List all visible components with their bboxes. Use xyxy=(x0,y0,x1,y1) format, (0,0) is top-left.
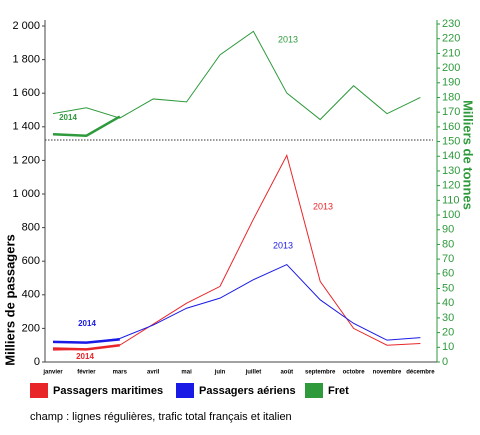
y2-tick-label: 180 xyxy=(442,91,460,103)
y-tick-label: 1 400 xyxy=(12,121,40,133)
y2-tick-label: 120 xyxy=(442,180,460,192)
x-tick-label: janvier xyxy=(42,370,63,376)
legend-label: Fret xyxy=(328,385,349,397)
y2-tick-label: 30 xyxy=(442,312,454,324)
line-label: 2013 xyxy=(313,201,333,211)
y-tick-label: 1 200 xyxy=(12,154,40,166)
y2-tick-label: 130 xyxy=(442,165,460,177)
x-tick-label: décembre xyxy=(406,370,435,376)
y-axis-title: Milliers de passagers xyxy=(2,234,17,366)
line-label: 2014 xyxy=(59,113,77,122)
y2-tick-label: 70 xyxy=(442,253,454,265)
y-tick-label: 0 xyxy=(34,356,40,368)
y2-tick-label: 90 xyxy=(442,224,454,236)
y2-tick-label: 140 xyxy=(442,150,460,162)
y2-tick-label: 80 xyxy=(442,238,454,250)
line-label: 2014 xyxy=(76,352,94,361)
line xyxy=(52,338,120,344)
x-tick-label: septembre xyxy=(305,370,336,376)
legend-swatch xyxy=(176,383,194,398)
y2-tick-label: 50 xyxy=(442,282,454,294)
line xyxy=(52,115,121,137)
y2-tick-label: 230 xyxy=(442,18,460,30)
y2-tick-label: 170 xyxy=(442,106,460,118)
line xyxy=(52,153,421,351)
y-tick-label: 1 600 xyxy=(12,87,40,99)
line-label: 2013 xyxy=(278,34,298,44)
y2-tick-label: 40 xyxy=(442,297,454,309)
x-tick-label: juillet xyxy=(245,370,262,376)
y2-axis-title: Milliers de tonnes xyxy=(461,100,476,210)
y-tick-label: 600 xyxy=(22,255,40,267)
y2-tick-label: 60 xyxy=(442,268,454,280)
y2-tick-label: 110 xyxy=(442,194,460,206)
legend-label: Passagers aériens xyxy=(199,385,296,397)
x-tick-label: mars xyxy=(113,370,128,376)
x-tick-label: février xyxy=(77,370,96,376)
y2-tick-label: 100 xyxy=(442,209,460,221)
legend-swatch xyxy=(30,383,48,398)
x-tick-label: avril xyxy=(147,370,160,376)
y2-tick-label: 220 xyxy=(442,33,460,45)
y2-tick-label: 210 xyxy=(442,47,460,59)
line xyxy=(52,30,421,121)
y-tick-label: 800 xyxy=(22,222,40,234)
x-tick-label: juin xyxy=(214,370,226,376)
x-tick-label: octobre xyxy=(343,370,366,376)
y-tick-label: 1 800 xyxy=(12,54,40,66)
y2-tick-label: 160 xyxy=(442,121,460,133)
note: champ : lignes régulières, trafic total … xyxy=(30,411,292,423)
x-tick-label: mai xyxy=(181,370,192,376)
y2-tick-label: 10 xyxy=(442,341,454,353)
x-tick-label: novembre xyxy=(373,370,402,376)
y-tick-label: 1 000 xyxy=(12,188,40,200)
y-tick-label: 400 xyxy=(22,289,40,301)
y-tick-label: 2 000 xyxy=(12,20,40,32)
y2-tick-label: 200 xyxy=(442,62,460,74)
y2-tick-label: 150 xyxy=(442,135,460,147)
y2-tick-label: 0 xyxy=(442,356,448,368)
line-label: 2014 xyxy=(78,319,96,328)
line xyxy=(52,343,120,351)
x-tick-label: août xyxy=(280,370,293,376)
legend-swatch xyxy=(305,383,323,398)
y2-tick-label: 190 xyxy=(442,77,460,89)
y-tick-label: 200 xyxy=(22,322,40,334)
legend-label: Passagers maritimes xyxy=(53,385,163,397)
line xyxy=(52,263,421,344)
line-label: 2013 xyxy=(273,240,293,250)
y2-tick-label: 20 xyxy=(442,327,454,339)
